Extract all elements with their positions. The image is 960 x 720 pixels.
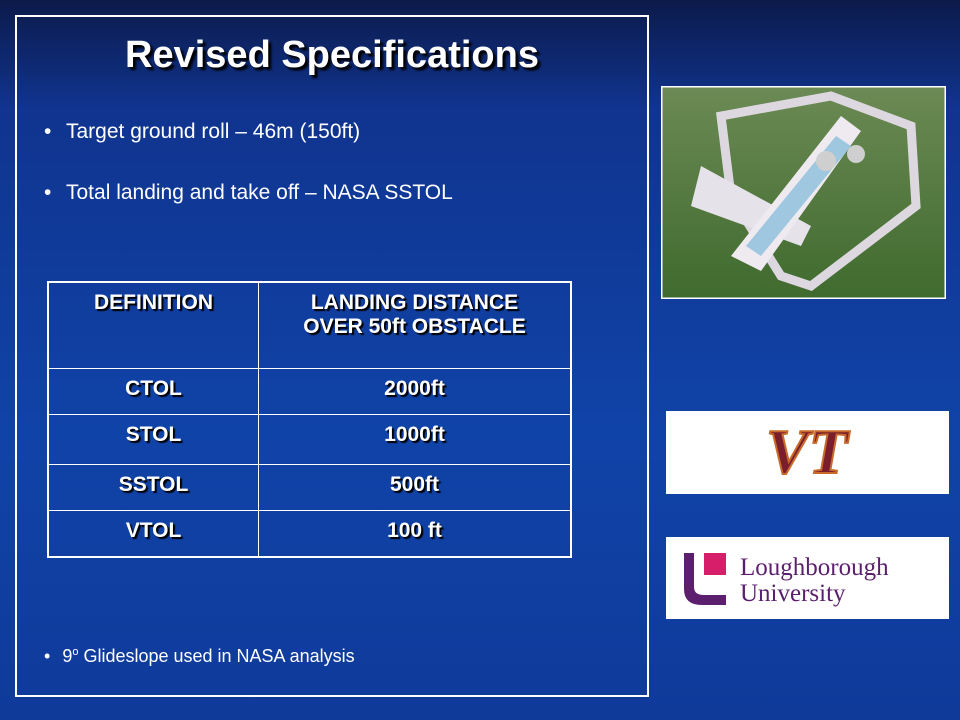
header-cell: LANDING DISTANCE OVER 50ft OBSTACLE [258, 281, 572, 369]
content-panel [15, 15, 649, 697]
aircraft-image [661, 86, 946, 299]
loughborough-logo: Loughborough University [666, 537, 949, 619]
superscript: o [72, 646, 79, 658]
logo-text: Loughborough [740, 554, 889, 581]
cell: 1000ft [258, 413, 572, 465]
cell: CTOL [47, 367, 259, 415]
spec-table: DEFINITION LANDING DISTANCE OVER 50ft OBS… [47, 281, 572, 558]
vt-logo: VT [666, 411, 949, 494]
footnote-text: 9 [62, 646, 73, 666]
cell: SSTOL [47, 463, 259, 511]
cell: 100 ft [258, 509, 572, 558]
header-cell: DEFINITION [47, 281, 259, 369]
slide-title: Revised Specifications [125, 34, 539, 76]
vt-text: VT [766, 416, 851, 487]
logo-text: University [740, 580, 846, 607]
cell: STOL [47, 413, 259, 465]
footnote-text: Glideslope used in NASA analysis [78, 646, 355, 666]
bullet-text: Total landing and take off – NASA SSTOL [66, 181, 453, 204]
cell: VTOL [47, 509, 259, 558]
footnote: 9o Glideslope used in NASA analysis [44, 646, 355, 667]
bullet: Target ground roll – 46m (150ft) [44, 120, 360, 144]
bullet: Total landing and take off – NASA SSTOL [44, 181, 453, 205]
cell: 2000ft [258, 367, 572, 415]
bullet-text: Target ground roll – 46m (150ft) [66, 120, 361, 143]
cell: 500ft [258, 463, 572, 511]
